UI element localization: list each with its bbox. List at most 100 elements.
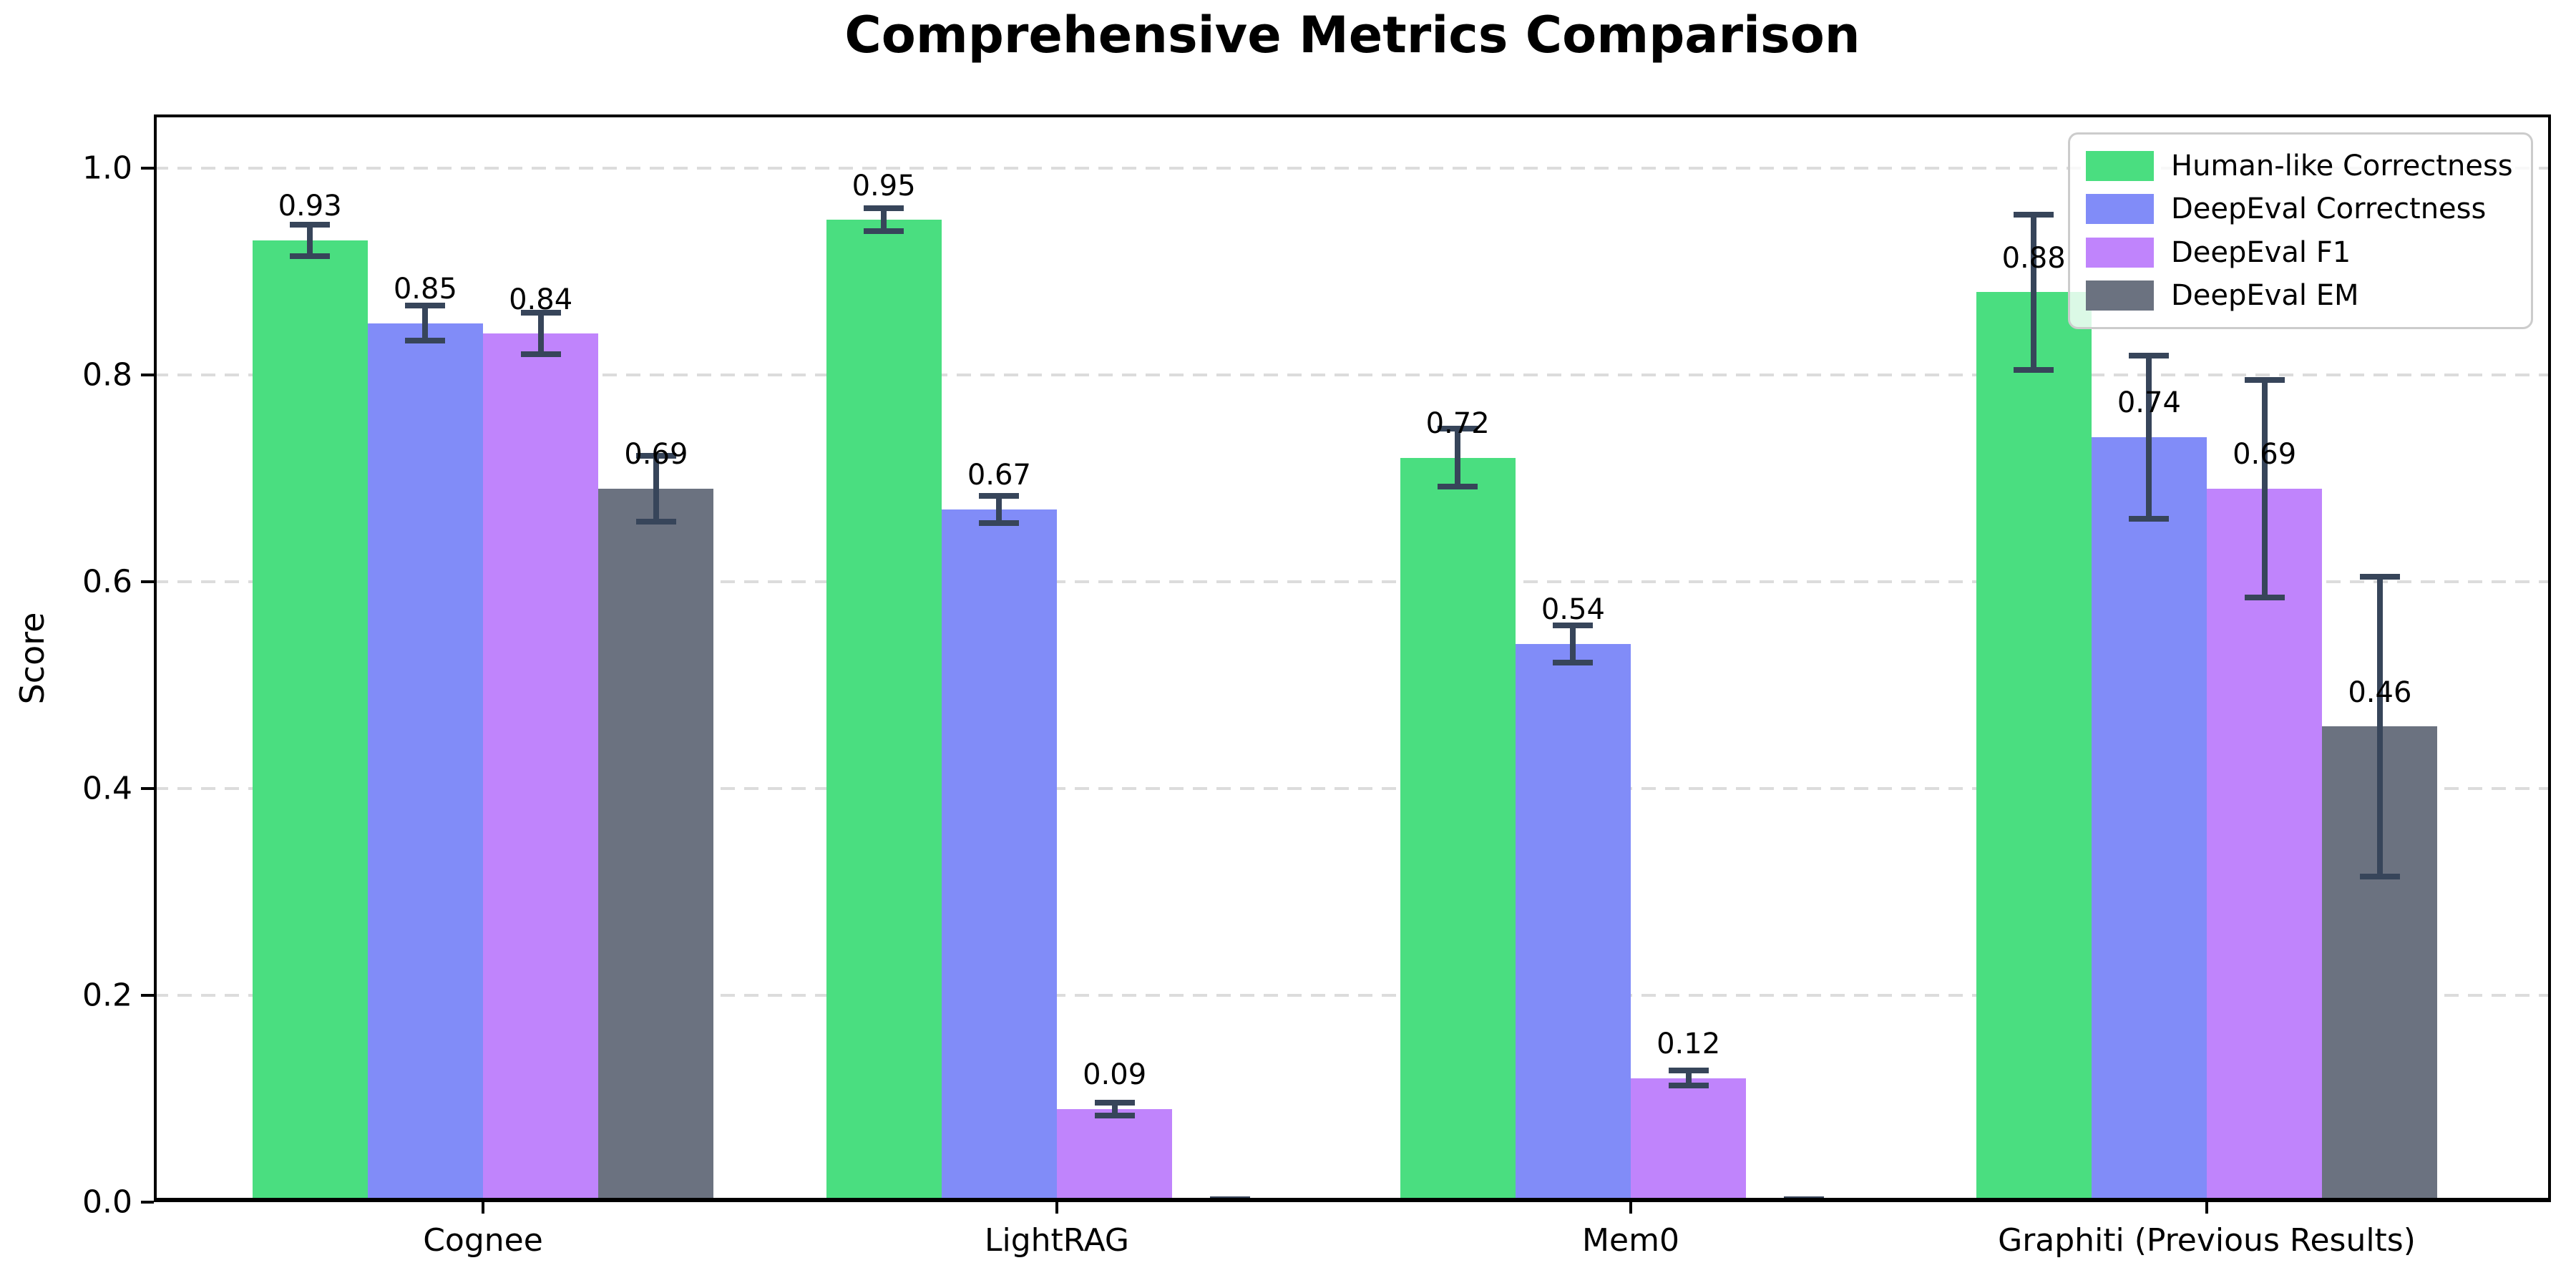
error-bar (996, 496, 1002, 523)
legend-label: Human-like Correctness (2171, 150, 2513, 183)
legend-label: DeepEval Correctness (2171, 192, 2487, 226)
legend-swatch (2086, 237, 2154, 268)
error-bar-cap-bottom (520, 351, 561, 358)
legend-swatch (2086, 194, 2154, 225)
bar-deepeval-f1 (2207, 488, 2323, 1202)
error-bar-cap-top (2244, 377, 2285, 384)
bar-value-label: 0.72 (1425, 406, 1490, 440)
error-bar-cap-top (405, 303, 446, 309)
error-bar (1685, 1070, 1692, 1085)
bar-value-label: 0.54 (1541, 593, 1605, 626)
bar-human-like-correctness (1976, 292, 2092, 1202)
y-axis-label: Score (13, 612, 52, 705)
error-bar-cap-top (2129, 352, 2170, 358)
bar-deepeval-correctness (367, 323, 483, 1202)
bar-value-label: 0.69 (2233, 438, 2297, 472)
x-axis-baseline (154, 1198, 2551, 1202)
x-tick-label-graphiti-previous-results-: Graphiti (Previous Results) (1998, 1222, 2416, 1259)
legend-row: Human-like Correctness (2086, 150, 2515, 182)
error-bar-cap-bottom (979, 519, 1020, 526)
bar-value-label: 0.46 (2348, 675, 2412, 709)
y-tick-mark (141, 167, 154, 170)
error-bar-cap-top (979, 493, 1020, 499)
y-tick-mark (141, 994, 154, 997)
bar-value-label: 0.69 (624, 438, 688, 472)
error-bar (2261, 380, 2268, 597)
x-tick-label-cognee: Cognee (423, 1222, 543, 1259)
chart-title: Comprehensive Metrics Comparison (844, 6, 1860, 64)
error-bar (653, 455, 659, 522)
bar-human-like-correctness (252, 240, 368, 1202)
x-tick-label-lightrag: LightRAG (984, 1222, 1130, 1259)
left-spine (154, 114, 157, 1202)
error-bar-cap-bottom (1438, 484, 1478, 490)
y-tick-label: 1.0 (82, 150, 132, 187)
bar-deepeval-correctness (941, 509, 1057, 1202)
legend-swatch (2086, 151, 2154, 182)
x-tick-mark (1629, 1202, 1632, 1214)
bar-value-label: 0.67 (967, 459, 1031, 492)
error-bar-cap-bottom (864, 228, 904, 235)
legend-row: DeepEval Correctness (2086, 192, 2515, 225)
error-bar-cap-top (290, 222, 331, 228)
right-spine (2548, 114, 2551, 1202)
bar-value-label: 0.95 (852, 169, 916, 203)
y-tick-label: 0.8 (82, 356, 132, 394)
error-bar (307, 225, 313, 256)
y-tick-mark (141, 374, 154, 376)
error-bar-cap-bottom (2129, 515, 2170, 522)
bar-value-label: 0.74 (2117, 386, 2181, 419)
error-bar (1570, 625, 1576, 663)
legend: Human-like Correctness DeepEval Correctne… (2068, 132, 2533, 329)
bar-value-label: 0.84 (509, 283, 573, 316)
bar-value-label: 0.93 (278, 190, 342, 223)
error-bar (1111, 1103, 1118, 1116)
error-bar-cap-top (1553, 622, 1594, 628)
error-bar-cap-top (1438, 426, 1478, 432)
y-tick-label: 0.0 (82, 1184, 132, 1221)
error-bar (2376, 576, 2383, 877)
legend-label: DeepEval EM (2171, 278, 2359, 312)
bar-deepeval-correctness (1515, 643, 1631, 1202)
error-bar-cap-top (1094, 1100, 1135, 1106)
error-bar-cap-bottom (1553, 659, 1594, 665)
error-bar-cap-bottom (2014, 366, 2054, 373)
gridline (154, 994, 2551, 997)
bar-value-label: 0.88 (2001, 241, 2066, 275)
gridline (154, 580, 2551, 583)
bar-value-label: 0.85 (393, 273, 457, 306)
error-bar-cap-bottom (1094, 1112, 1135, 1118)
error-bar (2146, 355, 2152, 519)
gridline (154, 374, 2551, 376)
error-bar-cap-bottom (405, 338, 446, 344)
y-tick-label: 0.6 (82, 563, 132, 600)
error-bar (537, 313, 544, 355)
gridline (154, 167, 2551, 170)
error-bar-cap-top (864, 205, 904, 212)
error-bar (2031, 215, 2037, 370)
error-bar-cap-bottom (290, 253, 331, 259)
error-bar-cap-bottom (1668, 1082, 1709, 1088)
y-tick-label: 0.2 (82, 977, 132, 1014)
error-bar-cap-top (2359, 573, 2400, 580)
y-tick-label: 0.4 (82, 770, 132, 807)
gridline (154, 787, 2551, 790)
x-tick-label-mem0: Mem0 (1582, 1222, 1679, 1259)
legend-row: DeepEval F1 (2086, 236, 2515, 269)
error-bar-cap-top (520, 310, 561, 316)
x-tick-mark (2205, 1202, 2208, 1214)
error-bar-cap-top (1668, 1068, 1709, 1074)
error-bar-cap-bottom (635, 519, 676, 525)
error-bar-cap-bottom (2359, 873, 2400, 879)
error-bar (422, 306, 429, 341)
error-bar-cap-top (2014, 212, 2054, 218)
top-spine (154, 114, 2551, 117)
x-tick-mark (482, 1202, 484, 1214)
legend-row: DeepEval EM (2086, 279, 2515, 312)
bar-human-like-correctness (826, 220, 942, 1202)
error-bar (881, 208, 887, 232)
bar-value-label: 0.09 (1083, 1058, 1147, 1092)
bar-deepeval-correctness (2091, 436, 2207, 1202)
legend-label: DeepEval F1 (2171, 235, 2351, 269)
